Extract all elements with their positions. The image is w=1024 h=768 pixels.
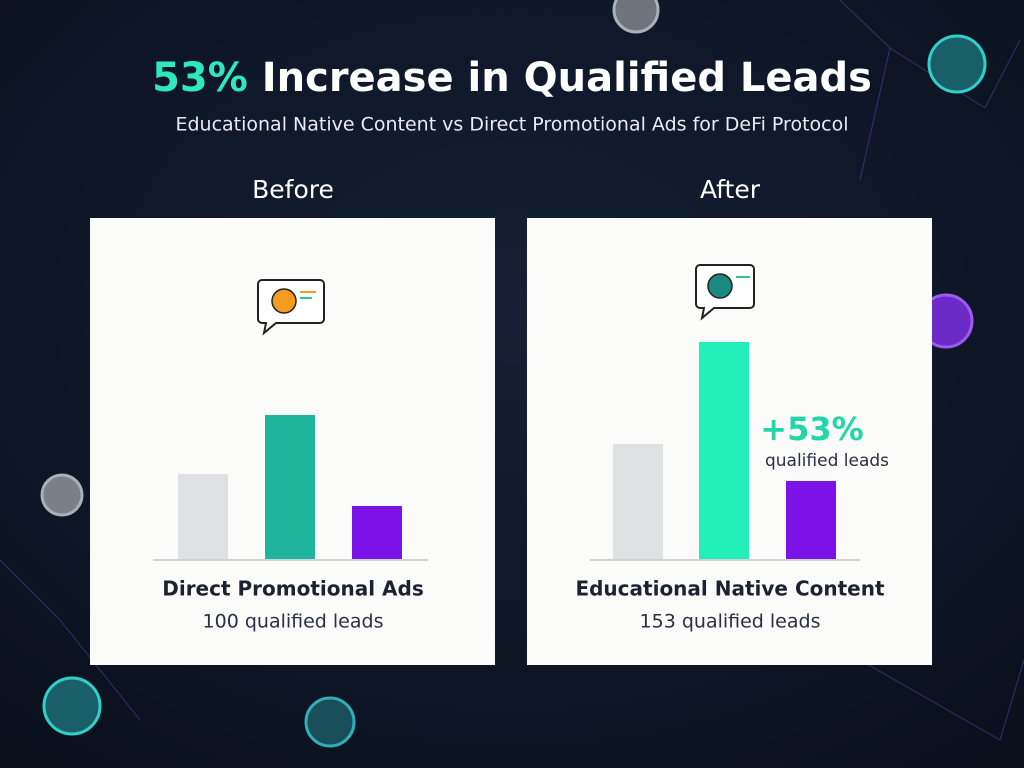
annotation-note: qualified leads (765, 451, 889, 471)
coin (927, 34, 987, 94)
bar (265, 415, 315, 560)
panel-label: Educational Native Content (575, 577, 885, 601)
bar (786, 481, 836, 560)
bar (699, 342, 749, 560)
coin (612, 0, 660, 34)
coin (42, 676, 102, 736)
title: 53% Increase in Qualified Leads (152, 55, 872, 101)
panel-heading: After (700, 175, 761, 204)
panel-label: Direct Promotional Ads (162, 577, 424, 601)
bar (178, 474, 228, 560)
panel-heading: Before (252, 175, 334, 204)
panel-caption: 153 qualified leads (640, 611, 821, 633)
annotation: +53% (760, 410, 863, 448)
bar (352, 506, 402, 560)
title-highlight: 53% (152, 55, 248, 101)
icon-before (257, 279, 325, 336)
subtitle: Educational Native Content vs Direct Pro… (175, 114, 848, 136)
coin (304, 696, 356, 748)
bar (613, 444, 663, 560)
title-text: Increase in Qualified Leads (262, 55, 872, 101)
icon-after (695, 264, 755, 321)
panel-caption: 100 qualified leads (203, 611, 384, 633)
coin (40, 473, 84, 517)
coins (40, 0, 987, 748)
